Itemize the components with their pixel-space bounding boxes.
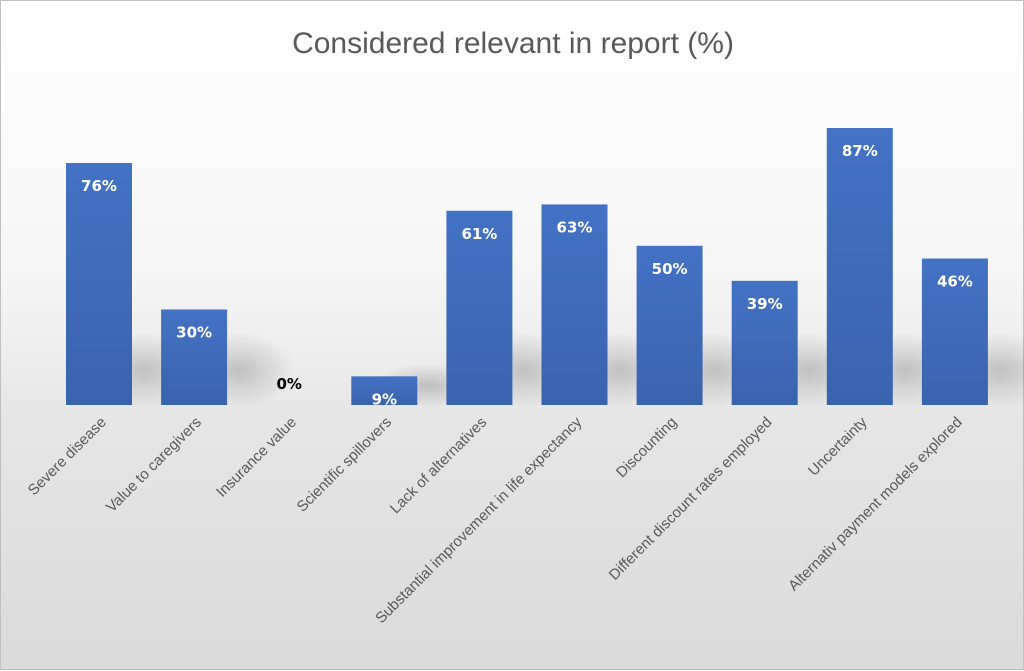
x-tick-label: Uncertainty — [805, 413, 871, 479]
x-tick-label: Insurance value — [213, 414, 300, 501]
bar — [636, 245, 703, 405]
data-label: 50% — [652, 260, 688, 278]
x-tick-label: Scientific spillovers — [294, 414, 396, 516]
x-tick-label: Severe disease — [25, 414, 110, 499]
data-label: 76% — [81, 177, 117, 195]
bar — [66, 163, 132, 405]
bar — [921, 258, 988, 405]
bar — [541, 204, 608, 405]
data-label: 87% — [842, 142, 878, 160]
x-tick-label: Different discount rates employed — [606, 414, 776, 584]
data-label: 30% — [176, 323, 212, 341]
x-tick-label: Lack of alternatives — [387, 414, 490, 517]
x-tick-label: Substantial improvement in life expectan… — [372, 413, 585, 626]
bar — [161, 309, 228, 405]
bar — [351, 376, 418, 405]
data-label: 39% — [747, 295, 783, 313]
bar — [446, 210, 513, 405]
data-label: 61% — [461, 225, 497, 243]
data-label: 0% — [276, 375, 301, 393]
chart-title: Considered relevant in report (%) — [292, 27, 734, 60]
data-label: 9% — [372, 390, 397, 408]
bar — [731, 280, 798, 405]
bar — [826, 128, 893, 405]
x-tick-label: Value to caregivers — [103, 414, 205, 516]
data-label: 46% — [937, 273, 973, 291]
data-label: 63% — [557, 218, 593, 236]
x-tick-label: Alternativ payment models explored — [785, 414, 966, 595]
x-tick-label: Discounting — [613, 414, 680, 481]
